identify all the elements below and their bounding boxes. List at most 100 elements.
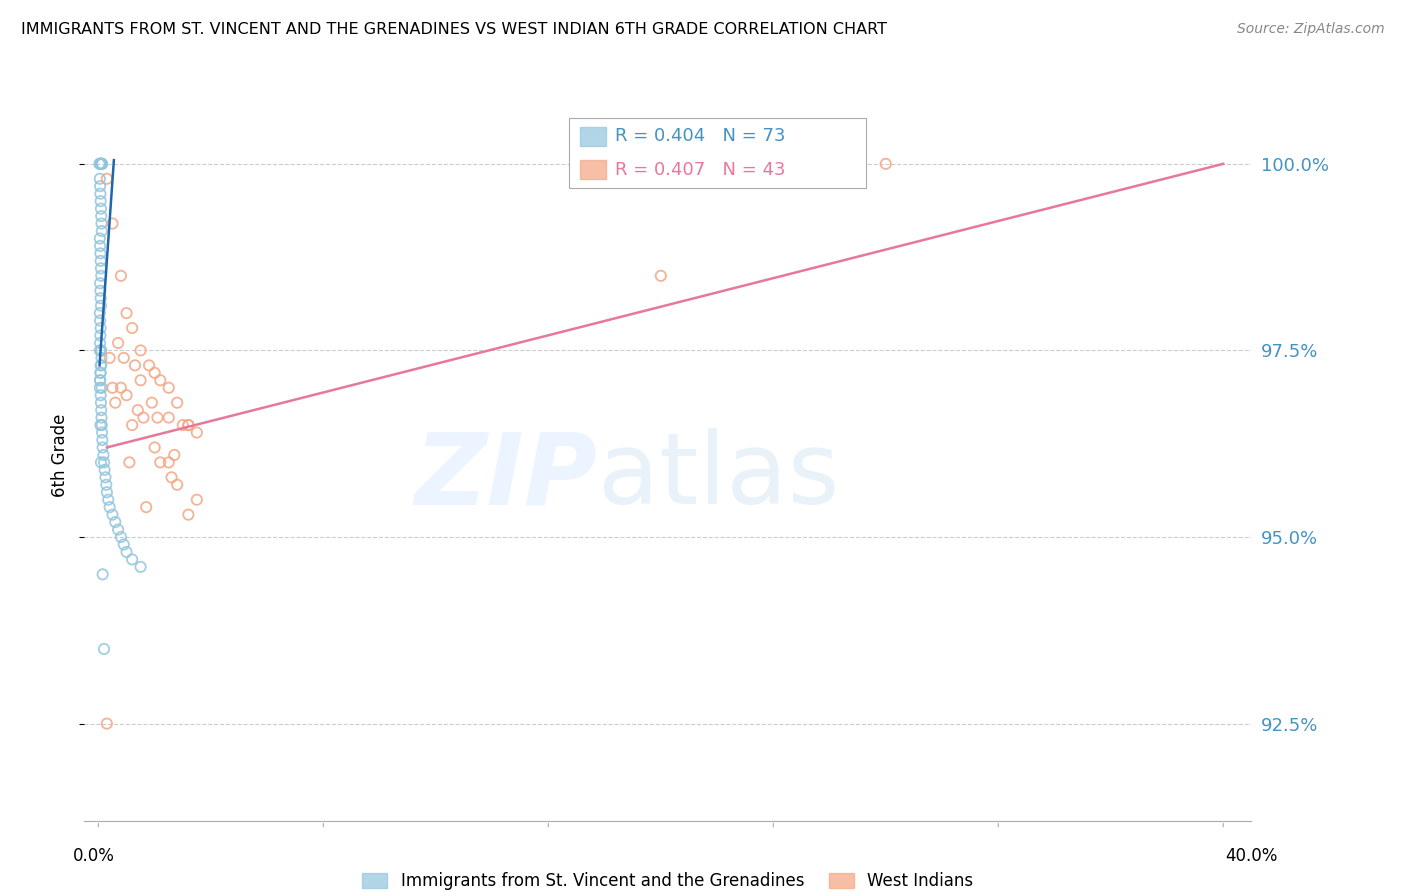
Point (129, 560, 152, 574)
Point (101, 217, 124, 231)
Point (89, 246, 111, 260)
Point (104, 515, 127, 529)
Bar (581, 127, 606, 145)
Point (89, 373, 111, 387)
Point (90, 291, 112, 305)
Point (90, 299, 112, 313)
Point (89, 179, 111, 194)
Text: Source: ZipAtlas.com: Source: ZipAtlas.com (1237, 22, 1385, 37)
Point (93, 448, 115, 462)
Text: R = 0.407   N = 43: R = 0.407 N = 43 (616, 161, 786, 178)
Point (90, 455, 112, 469)
Point (101, 381, 124, 395)
Point (89, 186, 111, 201)
Point (166, 477, 188, 491)
Point (90, 202, 112, 216)
Point (89, 313, 111, 327)
Point (90, 418, 112, 433)
Point (110, 381, 132, 395)
Point (90, 209, 112, 223)
Point (89, 343, 111, 358)
Point (89, 157, 111, 171)
Point (90, 343, 112, 358)
Point (96, 171, 118, 186)
Point (89, 231, 111, 245)
Point (149, 373, 172, 387)
Text: atlas: atlas (598, 428, 839, 525)
Point (89, 157, 111, 171)
Point (177, 508, 200, 522)
Text: R = 0.404   N = 73: R = 0.404 N = 73 (616, 127, 786, 145)
Point (97, 492, 120, 507)
Point (89, 335, 111, 350)
Point (121, 321, 143, 335)
Point (90, 253, 112, 268)
Point (90, 359, 112, 373)
Text: ZIP: ZIP (415, 428, 598, 525)
Point (138, 359, 160, 373)
Point (157, 410, 180, 425)
Point (90, 403, 112, 417)
Point (93, 642, 115, 657)
Point (90, 388, 112, 402)
Point (112, 351, 135, 365)
Point (875, 157, 897, 171)
Point (177, 418, 200, 433)
Point (129, 343, 152, 358)
Point (89, 328, 111, 343)
Legend: Immigrants from St. Vincent and the Grenadines, West Indians: Immigrants from St. Vincent and the Gren… (356, 865, 980, 892)
Point (172, 418, 194, 433)
Point (93, 463, 115, 477)
Point (118, 455, 141, 469)
Point (90, 395, 112, 409)
Point (112, 537, 135, 551)
Point (90, 224, 112, 238)
Point (90, 351, 112, 365)
Point (90, 343, 112, 358)
Point (94, 470, 117, 484)
Point (90, 157, 112, 171)
Point (149, 455, 172, 469)
Point (163, 448, 186, 462)
Point (90, 268, 112, 283)
Point (89, 373, 111, 387)
Point (90, 366, 112, 380)
Point (90, 157, 112, 171)
Point (90, 157, 112, 171)
Point (89, 418, 111, 433)
Text: 0.0%: 0.0% (73, 847, 115, 864)
Point (121, 418, 143, 433)
Point (157, 381, 180, 395)
FancyBboxPatch shape (568, 119, 866, 188)
Point (124, 359, 146, 373)
Point (91, 425, 114, 440)
Point (186, 492, 208, 507)
Point (115, 306, 138, 320)
Point (107, 335, 129, 350)
Point (146, 410, 169, 425)
Point (127, 403, 149, 417)
Point (96, 477, 118, 491)
Point (110, 530, 132, 544)
Point (91, 433, 114, 447)
Point (166, 395, 188, 409)
Point (90, 381, 112, 395)
Text: IMMIGRANTS FROM ST. VINCENT AND THE GRENADINES VS WEST INDIAN 6TH GRADE CORRELAT: IMMIGRANTS FROM ST. VINCENT AND THE GREN… (21, 22, 887, 37)
Point (177, 418, 200, 433)
Text: 40.0%: 40.0% (1225, 847, 1278, 864)
Point (93, 455, 115, 469)
Point (121, 552, 143, 566)
Point (101, 508, 124, 522)
Point (90, 157, 112, 171)
Point (89, 366, 111, 380)
Point (89, 157, 111, 171)
Point (89, 277, 111, 291)
Point (90, 217, 112, 231)
Point (650, 268, 672, 283)
Point (90, 157, 112, 171)
Point (110, 268, 132, 283)
Point (91, 567, 114, 582)
Point (186, 425, 208, 440)
Point (90, 359, 112, 373)
Bar (581, 161, 606, 179)
